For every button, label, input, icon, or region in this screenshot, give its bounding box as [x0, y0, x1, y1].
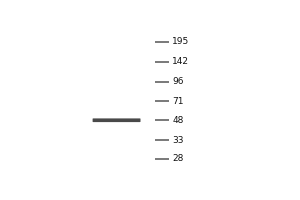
Text: 96: 96: [172, 77, 184, 86]
Text: 142: 142: [172, 57, 189, 66]
Text: 71: 71: [172, 97, 184, 106]
Text: 48: 48: [172, 116, 184, 125]
FancyBboxPatch shape: [93, 118, 140, 122]
Text: 28: 28: [172, 154, 184, 163]
Text: 33: 33: [172, 136, 184, 145]
Text: 195: 195: [172, 37, 190, 46]
